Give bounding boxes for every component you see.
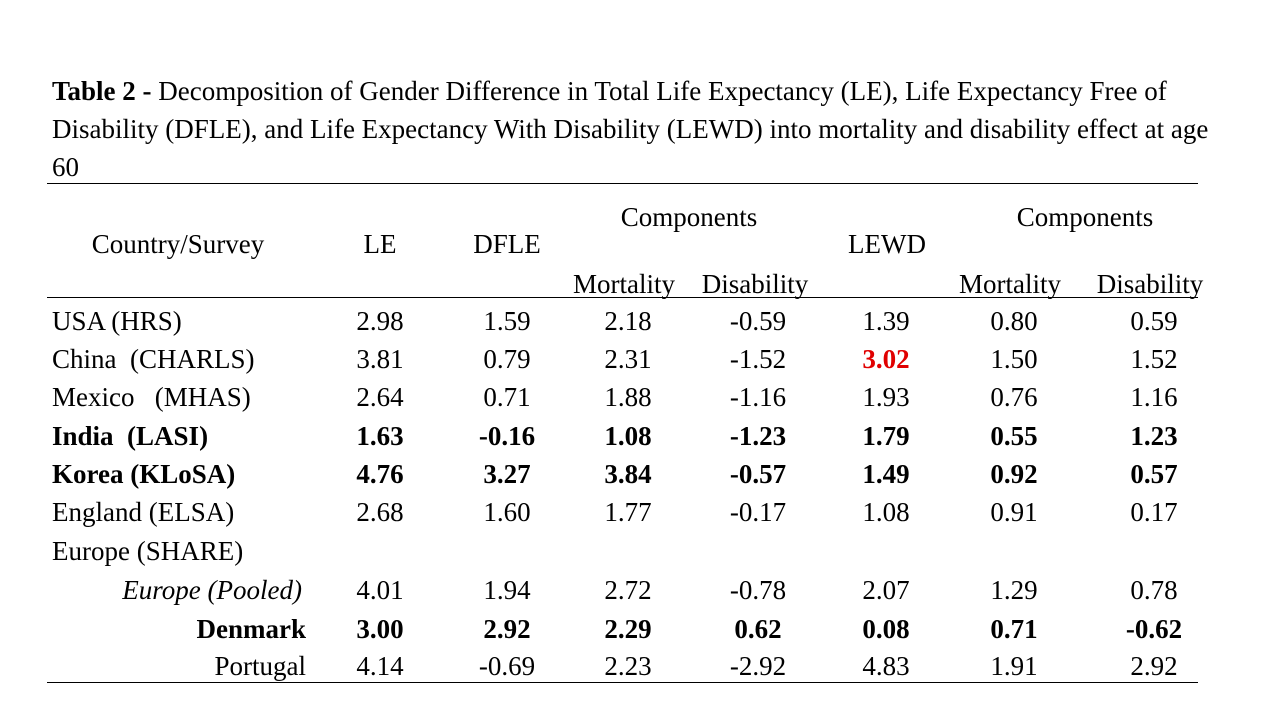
cell-mortality-2: 0.55 [990,421,1038,451]
header-lewd: LEWD [848,229,926,259]
cell-dfle: 2.92 [483,614,531,644]
row-label: USA (HRS) [52,306,182,336]
header-components-2: Components [1016,202,1154,232]
row-label: India (LASI) [52,421,209,451]
cell-lewd: 1.49 [862,459,910,489]
header-disability-1: Disability [701,269,809,299]
cell-lewd: 1.39 [862,306,910,336]
cell-le: 3.00 [356,614,404,644]
cell-mortality-1: 1.77 [604,497,652,527]
cell-disability-1: -1.16 [729,382,787,412]
cell-disability-1: 0.62 [734,614,782,644]
cell-le: 3.81 [356,344,404,374]
cell-disability-2: 2.92 [1130,651,1178,681]
cell-le: 4.14 [356,651,404,681]
caption-body: Decomposition of Gender Difference in To… [52,76,1209,182]
cell-mortality-1: 3.84 [604,459,652,489]
header-country: Country/Survey [91,229,265,259]
cell-mortality-1: 2.31 [604,344,652,374]
header-disability-2: Disability [1096,269,1204,299]
row-label: Mexico (MHAS) [52,382,251,412]
cell-disability-2: -0.62 [1125,614,1183,644]
cell-disability-1: -1.52 [729,344,787,374]
cell-mortality-1: 2.18 [604,306,652,336]
header-components-1: Components [620,202,758,232]
cell-le: 4.76 [356,459,404,489]
row-label: Europe (Pooled) [122,575,302,605]
cell-disability-1: -0.57 [729,459,787,489]
cell-dfle: 0.71 [483,382,531,412]
row-label: Korea (KLoSA) [52,459,236,489]
cell-le: 2.64 [356,382,404,412]
cell-dfle: 1.60 [483,497,531,527]
cell-mortality-2: 0.71 [990,614,1038,644]
cell-mortality-2: 1.29 [990,575,1038,605]
cell-mortality-2: 1.91 [990,651,1038,681]
cell-disability-1: -2.92 [729,651,787,681]
cell-disability-1: -0.78 [729,575,787,605]
row-label: China (CHARLS) [52,344,255,374]
cell-dfle: 1.94 [483,575,531,605]
cell-disability-2: 0.57 [1130,459,1178,489]
cell-mortality-1: 2.29 [604,614,652,644]
cell-disability-2: 0.78 [1130,575,1178,605]
header-le: LE [363,229,397,259]
cell-mortality-2: 1.50 [990,344,1038,374]
cell-le: 4.01 [356,575,404,605]
cell-dfle: 0.79 [483,344,531,374]
cell-mortality-1: 1.88 [604,382,652,412]
header-mortality-1: Mortality [573,269,675,299]
caption-prefix: Table 2 [52,76,136,106]
cell-mortality-2: 0.76 [990,382,1038,412]
cell-dfle: -0.16 [478,421,536,451]
cell-lewd: 4.83 [862,651,910,681]
cell-disability-2: 0.17 [1130,497,1178,527]
cell-mortality-1: 2.23 [604,651,652,681]
cell-disability-1: -0.59 [729,306,787,336]
cell-mortality-1: 1.08 [604,421,652,451]
table-header-rule [47,297,1198,298]
cell-disability-1: -1.23 [729,421,787,451]
row-label: England (ELSA) [52,497,235,527]
cell-dfle: 1.59 [483,306,531,336]
cell-lewd: 1.79 [862,421,910,451]
cell-mortality-2: 0.80 [990,306,1038,336]
row-label: Portugal [214,651,307,681]
cell-mortality-2: 0.92 [990,459,1038,489]
row-label: Denmark [196,614,307,644]
cell-lewd-highlighted: 3.02 [862,344,910,374]
cell-disability-1: -0.17 [729,497,787,527]
cell-le: 2.98 [356,306,404,336]
cell-le: 2.68 [356,497,404,527]
cell-lewd: 0.08 [862,614,910,644]
table-bottom-rule [47,682,1198,683]
row-label: Europe (SHARE) [52,536,244,566]
cell-disability-2: 0.59 [1130,306,1178,336]
table-caption: Table 2 - Decomposition of Gender Differ… [52,72,1212,186]
header-dfle: DFLE [473,229,541,259]
cell-lewd: 1.93 [862,382,910,412]
cell-lewd: 1.08 [862,497,910,527]
cell-disability-2: 1.23 [1130,421,1178,451]
cell-lewd: 2.07 [862,575,910,605]
table-top-rule [47,183,1198,184]
cell-disability-2: 1.52 [1130,344,1178,374]
cell-dfle: -0.69 [478,651,536,681]
header-mortality-2: Mortality [959,269,1061,299]
caption-dash: - [135,76,159,106]
cell-mortality-1: 2.72 [604,575,652,605]
cell-dfle: 3.27 [483,459,531,489]
cell-mortality-2: 0.91 [990,497,1038,527]
cell-disability-2: 1.16 [1130,382,1178,412]
cell-le: 1.63 [356,421,404,451]
